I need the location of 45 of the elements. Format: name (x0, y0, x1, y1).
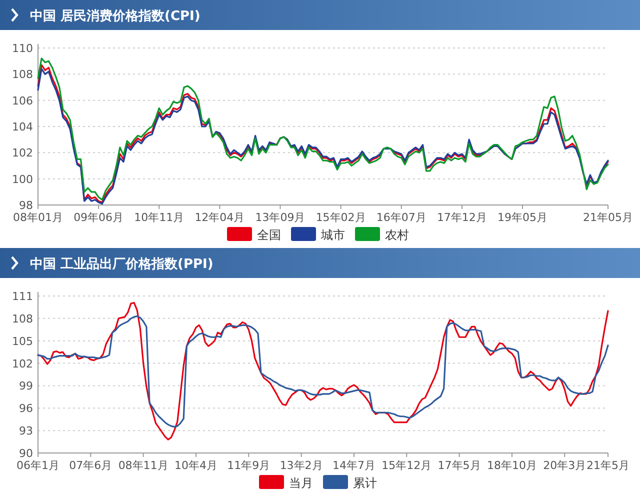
y-tick-label: 102 (12, 357, 33, 370)
y-tick-label: 106 (12, 94, 33, 108)
line-series (37, 315, 609, 428)
y-tick-label: 110 (12, 42, 33, 55)
chart-title: 中国 工业品出厂价格指数(PPI) (30, 257, 214, 272)
x-tick-label: 08年11月 (118, 459, 168, 472)
chart-title: 中国 居民消费价格指数(CPI) (30, 9, 200, 24)
x-tick-label: 09年06月 (74, 211, 124, 224)
x-tick-label: 12年04月 (194, 211, 245, 224)
y-tick-label: 96 (19, 402, 33, 416)
x-tick-label: 20年3月 (543, 459, 586, 472)
y-tick-label: 90 (19, 447, 33, 460)
x-tick-label: 14年7月 (332, 459, 376, 472)
y-tick-label: 93 (19, 424, 33, 438)
x-tick-label: 16年07月 (376, 211, 426, 224)
x-tick-label: 21年05月 (583, 211, 633, 224)
y-tick-label: 98 (19, 199, 33, 212)
y-tick-label: 99 (19, 380, 33, 393)
x-tick-label: 11年9月 (227, 459, 270, 472)
x-tick-label: 15年12月 (382, 459, 432, 472)
x-tick-label: 15年02月 (316, 211, 366, 224)
x-tick-label: 18年10月 (486, 459, 537, 472)
y-tick-label: 102 (12, 146, 33, 160)
x-tick-label: 13年09月 (255, 211, 306, 224)
x-tick-label: 21年5月 (586, 459, 630, 472)
x-tick-label: 17年12月 (436, 211, 487, 224)
x-tick-label: 17年5月 (438, 459, 481, 472)
y-tick-label: 104 (12, 120, 33, 134)
y-tick-label: 111 (12, 290, 33, 303)
x-tick-label: 06年1月 (16, 459, 60, 472)
legend-label: 当月 (289, 476, 313, 490)
x-tick-label: 10年4月 (174, 459, 218, 472)
legend-label: 农村 (385, 228, 409, 242)
x-tick-label: 10年11月 (134, 211, 184, 224)
x-tick-label: 08年01月 (13, 211, 63, 224)
y-tick-label: 105 (12, 334, 33, 348)
y-tick-label: 108 (12, 68, 33, 82)
y-tick-label: 100 (12, 172, 33, 186)
x-tick-label: 19年05月 (498, 211, 548, 224)
y-tick-label: 108 (12, 312, 33, 326)
legend-label: 城市 (320, 228, 345, 242)
x-tick-label: 07年6月 (69, 459, 112, 472)
x-tick-label: 13年2月 (280, 459, 323, 472)
legend-label: 全国 (257, 228, 281, 242)
legend-label: 累计 (353, 476, 377, 490)
